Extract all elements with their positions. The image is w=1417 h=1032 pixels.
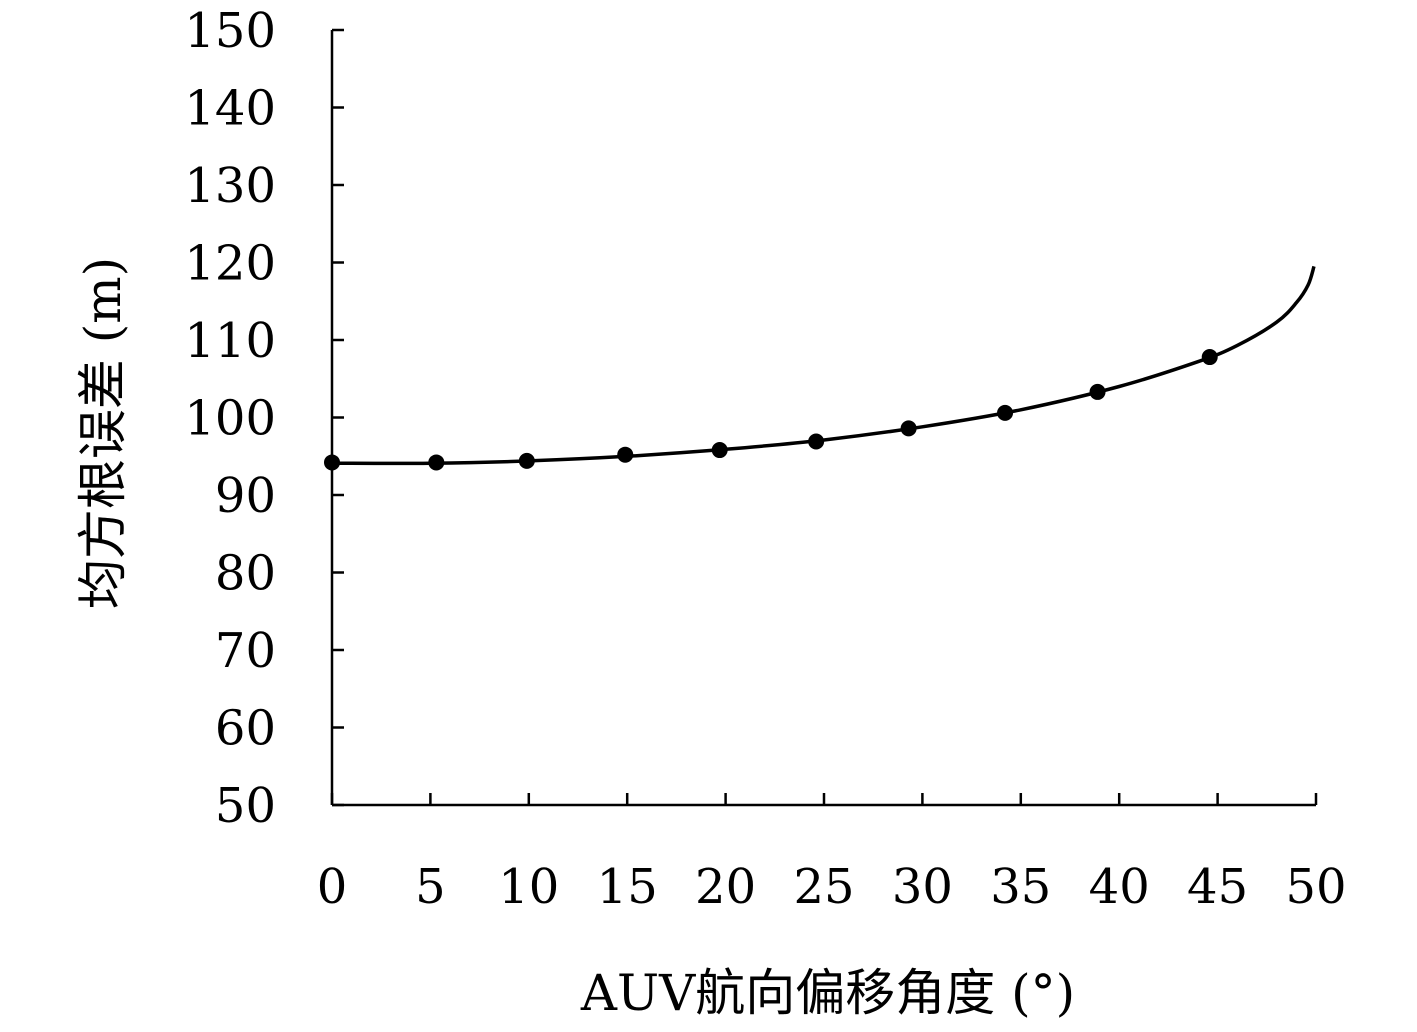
y-tick-label: 150 <box>184 3 276 59</box>
x-axis-title: AUV航向偏移角度 (°) <box>580 964 1075 1022</box>
y-tick-label: 140 <box>184 81 276 137</box>
data-point <box>1089 383 1106 400</box>
data-point <box>1201 349 1218 366</box>
series-line <box>331 265 1316 466</box>
x-tick-label: 50 <box>1285 859 1346 915</box>
x-tick-label: 10 <box>498 859 559 915</box>
x-tick-label: 45 <box>1187 859 1248 915</box>
x-tick-label: 35 <box>990 859 1051 915</box>
data-point <box>428 454 445 471</box>
x-tick-label: 25 <box>793 859 854 915</box>
y-tick-label: 110 <box>184 313 276 369</box>
axes: 50 60 70 80 90 100 110 120 130 140 150 0 5 10 15 20 25 30… <box>184 3 1346 915</box>
data-point <box>518 452 535 469</box>
y-tick-label: 130 <box>184 158 276 214</box>
data-point <box>711 442 728 459</box>
data-point <box>324 454 340 471</box>
data-point <box>997 404 1014 421</box>
y-tick-label: 90 <box>215 468 276 524</box>
y-tick-label: 120 <box>184 236 276 292</box>
y-tick-label: 100 <box>184 391 276 447</box>
x-tick-label: 5 <box>415 859 446 915</box>
y-tick-label: 80 <box>215 546 276 602</box>
data-point <box>900 420 917 437</box>
x-tick-label: 30 <box>892 859 953 915</box>
y-tick-label: 60 <box>215 701 276 757</box>
x-tick-label: 20 <box>695 859 756 915</box>
x-tick-label: 15 <box>597 859 658 915</box>
y-tick-label: 50 <box>215 778 276 834</box>
y-tick-label: 70 <box>215 623 276 679</box>
data-point <box>808 433 825 450</box>
data-point <box>617 446 634 463</box>
plot-area <box>324 265 1316 471</box>
x-tick-label: 40 <box>1089 859 1150 915</box>
y-axis-title: 均方根误差 (m) <box>74 257 132 609</box>
x-tick-label: 0 <box>317 859 348 915</box>
